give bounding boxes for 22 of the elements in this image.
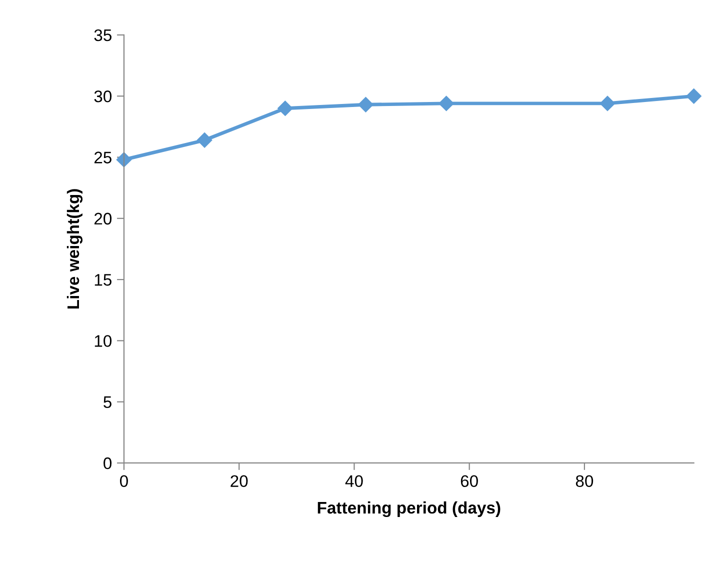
x-tick-label: 0 bbox=[120, 475, 128, 488]
y-tick-label: 10 bbox=[94, 335, 112, 347]
x-tick-label: 60 bbox=[460, 475, 478, 488]
point bbox=[358, 97, 374, 112]
y-tick-label: 35 bbox=[94, 29, 112, 42]
y-tick-label: 15 bbox=[94, 274, 112, 286]
point bbox=[438, 96, 454, 112]
x-tick-label: 20 bbox=[230, 475, 248, 488]
point bbox=[686, 88, 702, 104]
y-tick-label: 5 bbox=[104, 396, 112, 408]
y-tick-label: 25 bbox=[94, 152, 112, 164]
x-axis-title: Fattening period (days) bbox=[318, 501, 500, 518]
y-tick-label: 20 bbox=[94, 212, 112, 225]
point bbox=[196, 132, 212, 148]
y-tick-label: 0 bbox=[104, 457, 112, 470]
x-tick-label: 40 bbox=[345, 475, 363, 488]
point bbox=[278, 100, 293, 116]
point bbox=[600, 96, 616, 112]
y-axis-title: Live weight(kg) bbox=[66, 189, 83, 308]
point bbox=[116, 152, 132, 168]
y-tick-label: 30 bbox=[94, 90, 112, 102]
x-tick-label: 80 bbox=[576, 475, 594, 488]
